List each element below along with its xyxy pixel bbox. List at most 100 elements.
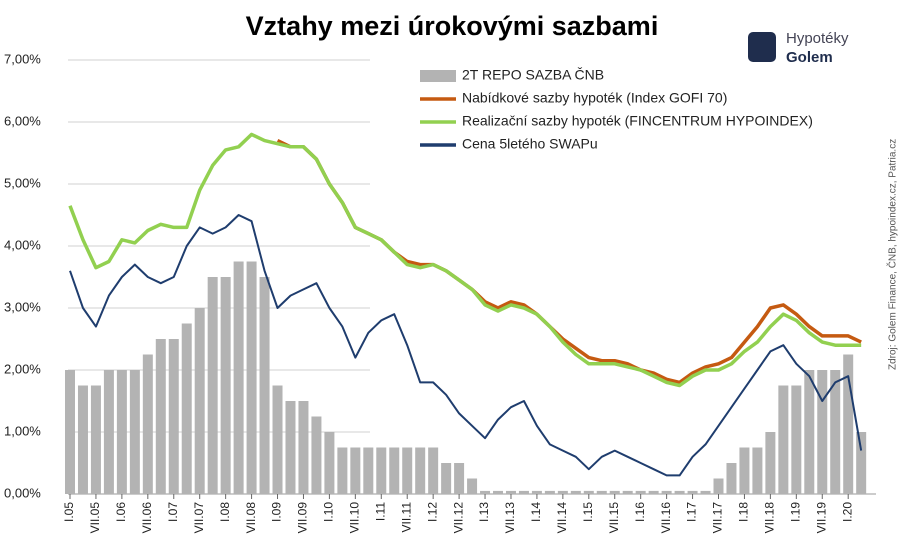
- bar: [194, 308, 205, 494]
- chart-title: Vztahy mezi úrokovými sazbami: [246, 11, 659, 41]
- bar: [116, 370, 127, 494]
- bar: [181, 323, 192, 494]
- x-tick-label: I.10: [322, 502, 336, 522]
- x-tick-label: VII.10: [348, 502, 362, 534]
- bar: [376, 447, 387, 494]
- x-tick-label: VII.13: [503, 502, 517, 534]
- bar: [324, 432, 335, 494]
- bar: [505, 490, 516, 494]
- bar: [804, 370, 815, 494]
- bar: [830, 370, 841, 494]
- bar: [415, 447, 426, 494]
- bar: [752, 447, 763, 494]
- legend-label: Nabídkové sazby hypoték (Index GOFI 70): [462, 90, 727, 106]
- bar: [544, 490, 555, 494]
- bar: [65, 370, 75, 494]
- x-tick-label: I.11: [373, 502, 387, 521]
- x-tick-label: I.05: [62, 502, 76, 522]
- bar: [596, 490, 607, 494]
- y-tick-label: 4,00%: [4, 237, 41, 252]
- bar: [142, 354, 153, 494]
- bar: [90, 385, 101, 494]
- x-tick-label: VII.09: [296, 502, 310, 534]
- bar: [622, 490, 633, 494]
- x-tick-label: I.15: [581, 502, 595, 522]
- bar: [791, 385, 802, 494]
- bar: [609, 490, 620, 494]
- line: [68, 132, 862, 388]
- x-tick-label: VII.18: [763, 502, 777, 534]
- x-tick-label: VII.06: [140, 502, 154, 534]
- x-tick-label: VII.11: [399, 502, 413, 533]
- y-tick-label: 2,00%: [4, 361, 41, 376]
- bar: [687, 490, 698, 494]
- bar: [493, 490, 504, 494]
- bar: [661, 490, 672, 494]
- bar: [168, 339, 179, 494]
- x-tick-label: I.07: [166, 502, 180, 522]
- bar: [778, 385, 789, 494]
- bar: [467, 478, 478, 494]
- logo: Hypotéky Golem: [748, 30, 849, 66]
- x-tick-label: I.17: [685, 502, 699, 522]
- bar: [583, 490, 594, 494]
- bar: [441, 463, 452, 494]
- bar: [337, 447, 348, 494]
- bar: [272, 385, 283, 494]
- bar: [648, 490, 659, 494]
- legend-label: Cena 5letého SWAPu: [462, 136, 598, 152]
- x-tick-label: I.16: [633, 502, 647, 522]
- bar: [155, 339, 166, 494]
- x-tick-label: I.12: [425, 502, 439, 522]
- bar: [843, 354, 854, 494]
- bar: [531, 490, 542, 494]
- bar: [285, 401, 296, 494]
- x-tick-label: I.09: [270, 502, 284, 522]
- x-tick-label: VII.19: [814, 502, 828, 534]
- x-tick-label: I.20: [840, 502, 854, 522]
- legend-label: 2T REPO SAZBA ČNB: [462, 67, 604, 83]
- y-tick-label: 6,00%: [4, 113, 41, 128]
- logo-text: Hypotéky: [786, 30, 849, 47]
- bar: [765, 432, 776, 494]
- bar: [220, 277, 231, 494]
- x-tick-label: VII.07: [192, 502, 206, 534]
- bar: [518, 490, 529, 494]
- x-tick-label: I.19: [788, 502, 802, 522]
- bar: [739, 447, 750, 494]
- legend-label: Realizační sazby hypoték (FINCENTRUM HYP…: [462, 113, 813, 129]
- x-tick-label: I.13: [477, 502, 491, 522]
- bar: [363, 447, 374, 494]
- x-tick-label: I.08: [218, 502, 232, 522]
- bar: [713, 478, 724, 494]
- x-tick-label: VII.16: [659, 502, 673, 534]
- bar: [674, 490, 685, 494]
- bar: [298, 401, 309, 494]
- bar: [77, 385, 88, 494]
- bar: [259, 277, 270, 494]
- bar: [350, 447, 361, 494]
- bar: [454, 463, 465, 494]
- x-tick-label: VII.14: [555, 502, 569, 534]
- line: [69, 214, 863, 477]
- bar: [129, 370, 140, 494]
- bar: [311, 416, 322, 494]
- bar: [233, 261, 244, 494]
- x-tick-label: I.14: [529, 502, 543, 522]
- y-tick-label: 3,00%: [4, 299, 41, 314]
- bar: [726, 463, 737, 494]
- bar: [389, 447, 400, 494]
- bar: [700, 490, 711, 494]
- x-tick-label: VII.15: [607, 502, 621, 534]
- x-tick-label: VII.12: [451, 502, 465, 534]
- bar: [207, 277, 218, 494]
- bar: [428, 447, 439, 494]
- bar: [570, 490, 581, 494]
- bar: [635, 490, 646, 494]
- bar: [402, 447, 413, 494]
- bar: [557, 490, 568, 494]
- bar: [856, 432, 867, 494]
- bar: [817, 370, 828, 494]
- x-tick-label: VII.08: [244, 502, 258, 534]
